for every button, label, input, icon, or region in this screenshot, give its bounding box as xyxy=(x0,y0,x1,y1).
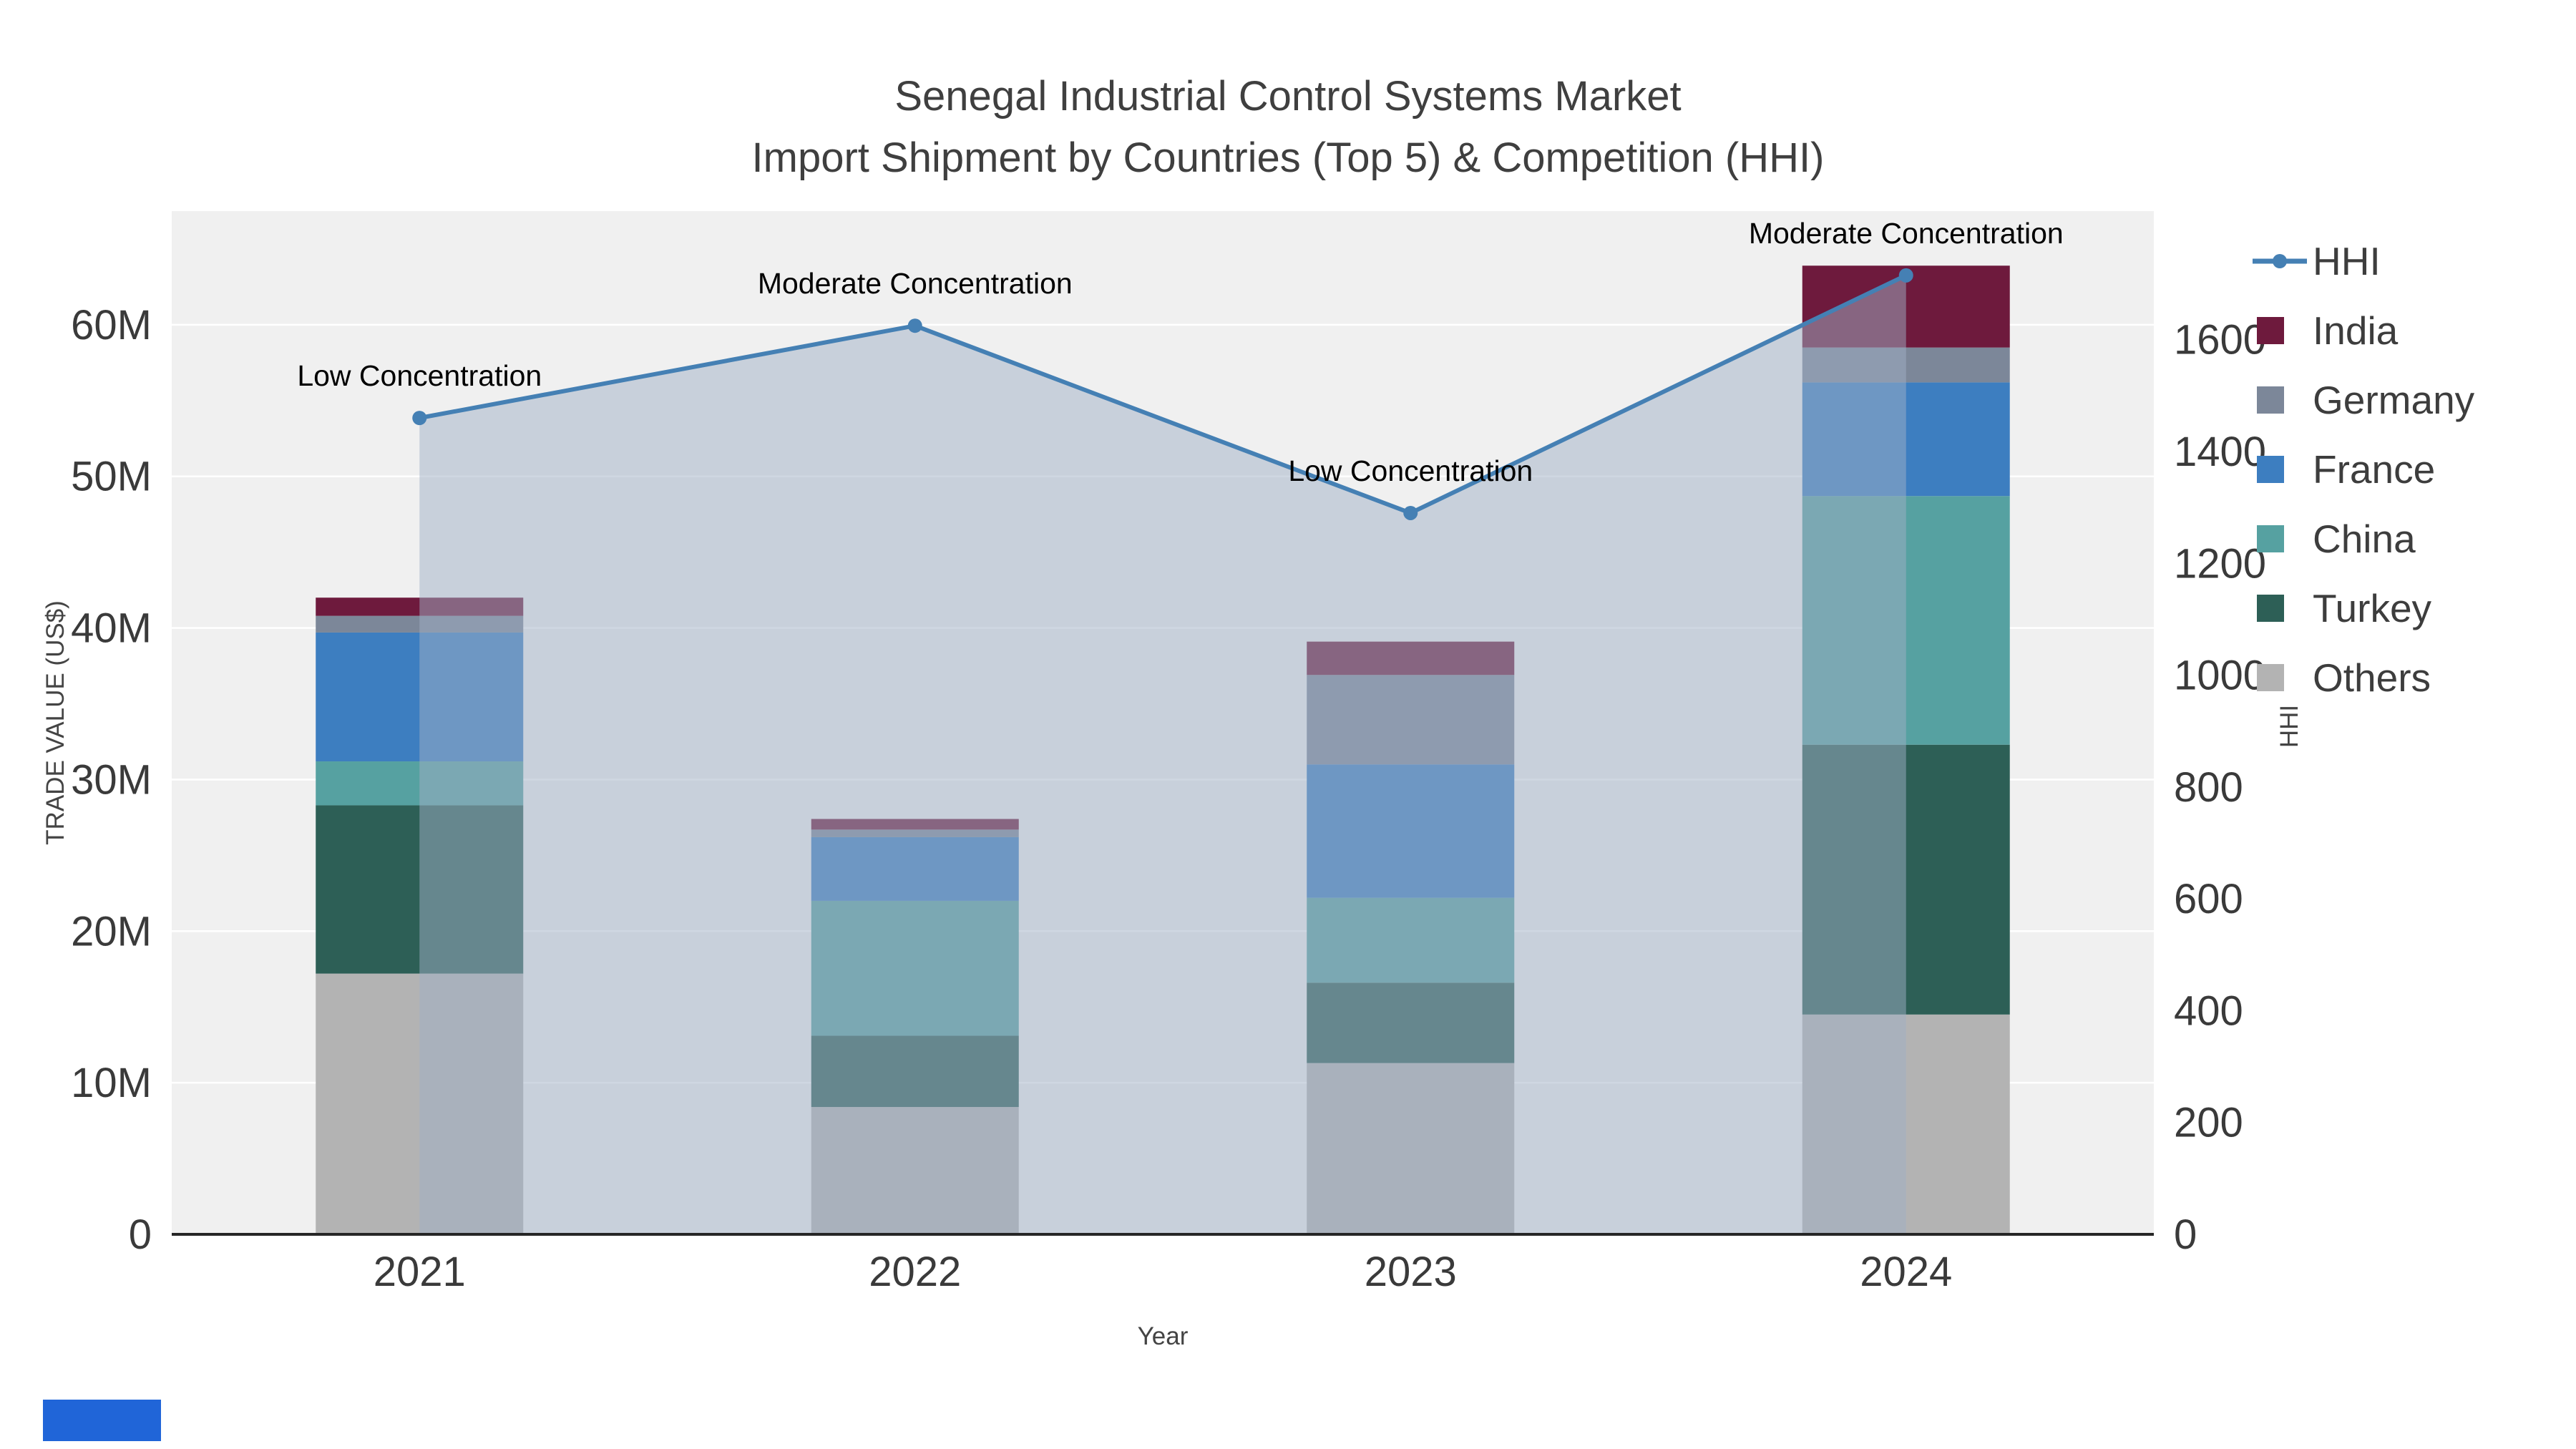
hhi-point-2024[interactable] xyxy=(1898,268,1913,283)
chart-subtitle: Import Shipment by Countries (Top 5) & C… xyxy=(751,135,1825,181)
y-tick-left: 40M xyxy=(71,605,152,652)
y-tick-right: 400 xyxy=(2174,987,2243,1034)
hhi-line xyxy=(419,273,1908,516)
legend: HHI India Germany France China Turkey Others xyxy=(2251,226,2474,712)
y-tick-left: 60M xyxy=(71,302,152,348)
y-axis-title-left: TRADE VALUE (US$) xyxy=(42,600,69,845)
legend-item-france[interactable]: France xyxy=(2251,434,2474,504)
hhi-point-2022[interactable] xyxy=(907,318,922,333)
x-tick-2023: 2023 xyxy=(1365,1249,1457,1295)
x-tick-2022: 2022 xyxy=(869,1249,961,1295)
legend-swatch xyxy=(2251,663,2313,691)
legend-item-hhi[interactable]: HHI xyxy=(2251,226,2474,296)
hhi-point-2021[interactable] xyxy=(412,411,427,426)
y-tick-right: 800 xyxy=(2174,764,2243,811)
legend-swatch xyxy=(2251,386,2313,414)
y-tick-right: 1400 xyxy=(2174,429,2266,475)
x-axis-title: Year xyxy=(1137,1322,1189,1350)
y-tick-right: 1200 xyxy=(2174,540,2266,587)
x-tick-2024: 2024 xyxy=(1860,1249,1952,1295)
legend-swatch xyxy=(2251,594,2313,622)
y-tick-right: 600 xyxy=(2174,876,2243,922)
legend-label: Others xyxy=(2313,655,2431,700)
blue-corner-bar xyxy=(43,1400,161,1441)
annotation-2022: Moderate Concentration xyxy=(758,267,1073,300)
chart-title: Senegal Industrial Control Systems Marke… xyxy=(894,73,1682,119)
y-tick-left: 50M xyxy=(71,454,152,500)
y-tick-right: 1600 xyxy=(2174,317,2266,364)
y-tick-right: 1000 xyxy=(2174,653,2266,699)
chart-header: Senegal Industrial Control Systems Marke… xyxy=(0,66,2576,189)
legend-label: Germany xyxy=(2313,377,2475,422)
legend-swatch xyxy=(2251,316,2313,344)
legend-item-germany[interactable]: Germany xyxy=(2251,365,2474,434)
hhi-area xyxy=(419,275,1906,1234)
legend-item-china[interactable]: China xyxy=(2251,504,2474,573)
x-tick-2021: 2021 xyxy=(374,1249,466,1295)
legend-label: India xyxy=(2313,308,2399,353)
y-tick-left: 30M xyxy=(71,756,152,803)
y-tick-left: 20M xyxy=(71,908,152,955)
legend-line-symbol xyxy=(2251,247,2313,275)
legend-item-turkey[interactable]: Turkey xyxy=(2251,573,2474,643)
y-tick-left: 0 xyxy=(129,1211,152,1258)
y-tick-left: 10M xyxy=(71,1060,152,1106)
legend-label: Turkey xyxy=(2313,585,2432,630)
legend-swatch xyxy=(2251,525,2313,552)
hhi-point-2023[interactable] xyxy=(1403,505,1418,520)
y-tick-right: 200 xyxy=(2174,1100,2243,1146)
legend-label: France xyxy=(2313,447,2436,492)
legend-label: China xyxy=(2313,516,2416,561)
legend-item-others[interactable]: Others xyxy=(2251,643,2474,712)
annotation-2024: Moderate Concentration xyxy=(1749,217,2064,250)
annotation-2023: Low Concentration xyxy=(1288,454,1533,487)
legend-swatch xyxy=(2251,455,2313,483)
annotation-2021: Low Concentration xyxy=(297,359,542,392)
y-tick-right: 0 xyxy=(2174,1211,2197,1258)
legend-item-india[interactable]: India xyxy=(2251,296,2474,365)
legend-label: HHI xyxy=(2313,238,2381,283)
